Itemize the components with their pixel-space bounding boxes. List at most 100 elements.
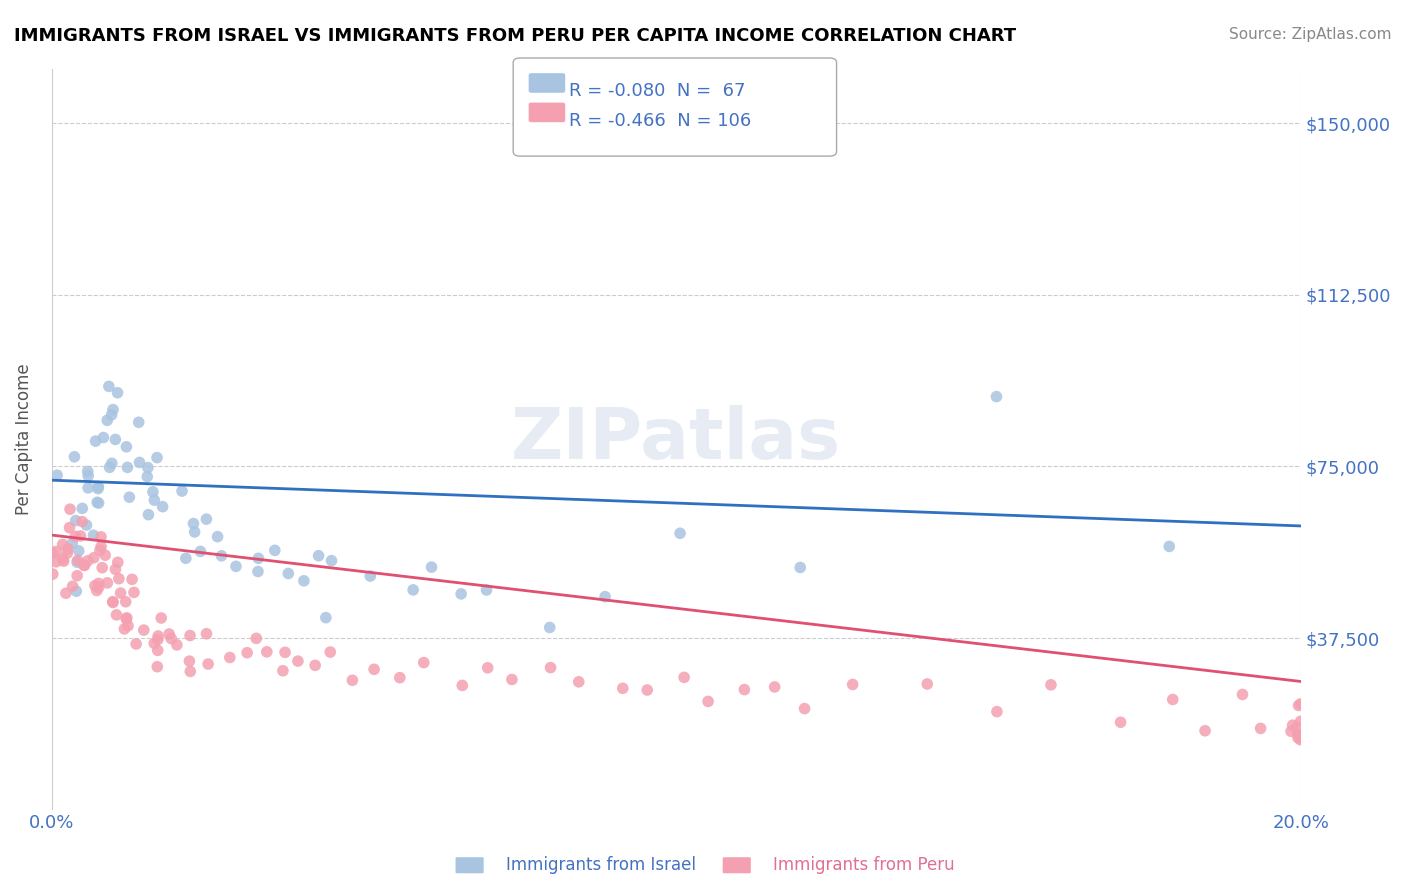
- Point: [412, 656, 434, 670]
- Point: [1232, 688, 1254, 702]
- Point: [1281, 718, 1303, 732]
- Point: [136, 469, 159, 483]
- Point: [72, 501, 94, 516]
- Point: [87, 496, 110, 510]
- Point: [540, 660, 562, 674]
- Point: [146, 659, 169, 673]
- Point: [90, 540, 112, 554]
- Point: [1109, 715, 1132, 730]
- Point: [271, 664, 294, 678]
- Point: [1289, 714, 1312, 729]
- Point: [76, 518, 98, 533]
- Point: [67, 544, 90, 558]
- Point: [117, 460, 139, 475]
- Point: [388, 671, 411, 685]
- Point: [673, 670, 696, 684]
- Point: [73, 558, 96, 573]
- Point: [110, 586, 132, 600]
- Point: [359, 569, 381, 583]
- Point: [41, 546, 63, 560]
- Point: [501, 673, 523, 687]
- Point: [915, 677, 938, 691]
- Point: [73, 558, 96, 573]
- Point: [138, 508, 160, 522]
- Point: [143, 636, 166, 650]
- Point: [477, 661, 499, 675]
- Point: [319, 645, 342, 659]
- Point: [59, 502, 82, 516]
- Point: [321, 554, 343, 568]
- Point: [82, 528, 104, 542]
- Point: [146, 450, 169, 465]
- Point: [150, 611, 173, 625]
- Text: ZIPatlas: ZIPatlas: [512, 405, 841, 474]
- Point: [101, 595, 124, 609]
- Point: [1289, 697, 1312, 711]
- Point: [183, 516, 205, 531]
- Point: [45, 555, 67, 569]
- Point: [287, 654, 309, 668]
- Point: [841, 677, 863, 691]
- Point: [96, 575, 118, 590]
- Point: [77, 481, 100, 495]
- Point: [115, 612, 138, 626]
- Point: [342, 673, 364, 688]
- Point: [218, 650, 240, 665]
- Point: [1159, 540, 1181, 554]
- Point: [63, 450, 86, 464]
- Point: [128, 455, 150, 469]
- Point: [91, 560, 114, 574]
- Point: [45, 544, 67, 558]
- Point: [793, 701, 815, 715]
- Point: [183, 524, 205, 539]
- Point: [52, 552, 75, 566]
- Text: R = -0.080  N =  67: R = -0.080 N = 67: [569, 82, 747, 100]
- Point: [1286, 727, 1309, 741]
- Point: [122, 585, 145, 599]
- Point: [76, 465, 98, 479]
- Point: [363, 662, 385, 676]
- Point: [160, 632, 183, 646]
- Point: [1250, 722, 1272, 736]
- Point: [451, 678, 474, 692]
- Point: [292, 574, 315, 588]
- Point: [66, 553, 89, 567]
- Point: [86, 495, 108, 509]
- Text: IMMIGRANTS FROM ISRAEL VS IMMIGRANTS FROM PERU PER CAPITA INCOME CORRELATION CHA: IMMIGRANTS FROM ISRAEL VS IMMIGRANTS FRO…: [14, 27, 1017, 45]
- Point: [190, 544, 212, 558]
- Point: [115, 611, 138, 625]
- Point: [128, 415, 150, 429]
- Point: [97, 379, 120, 393]
- Point: [225, 559, 247, 574]
- Point: [98, 460, 121, 475]
- Point: [304, 658, 326, 673]
- Point: [65, 529, 87, 543]
- Point: [246, 565, 269, 579]
- Point: [66, 568, 89, 582]
- Point: [142, 484, 165, 499]
- Point: [112, 622, 135, 636]
- Point: [86, 583, 108, 598]
- Point: [1289, 732, 1312, 747]
- Point: [450, 587, 472, 601]
- Point: [114, 595, 136, 609]
- Point: [593, 590, 616, 604]
- Point: [986, 390, 1008, 404]
- Point: [93, 431, 115, 445]
- Point: [236, 646, 259, 660]
- Point: [170, 484, 193, 499]
- Point: [277, 566, 299, 581]
- Point: [84, 579, 107, 593]
- Point: [52, 554, 75, 568]
- Point: [166, 638, 188, 652]
- Point: [107, 555, 129, 569]
- Point: [105, 607, 128, 622]
- Point: [568, 674, 591, 689]
- Text: Immigrants from Peru: Immigrants from Peru: [773, 856, 955, 874]
- Point: [1161, 692, 1184, 706]
- Point: [146, 643, 169, 657]
- Point: [118, 490, 141, 504]
- Point: [77, 468, 100, 483]
- Point: [66, 555, 89, 569]
- Point: [157, 627, 180, 641]
